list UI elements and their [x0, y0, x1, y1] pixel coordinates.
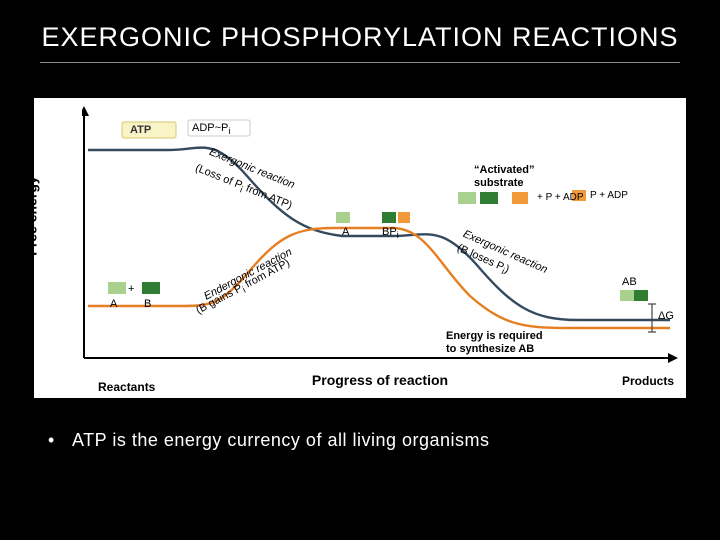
energy-required-label: Energy is required to synthesize AB: [446, 330, 543, 355]
reactants-label: Reactants: [98, 380, 155, 394]
activated-substrate-label: “Activated” substrate: [474, 164, 535, 189]
adp-pi-label: ADP~Pi: [192, 122, 230, 137]
plot-area: ATP ADP~Pi Exergonic reaction (Loss of P…: [82, 106, 678, 366]
slide-title: EXERGONIC PHOSPHORYLATION REACTIONS: [0, 22, 720, 53]
atp-label: ATP: [130, 124, 151, 137]
bp-text: BP: [382, 226, 397, 238]
energy-diagram: Free energy: [34, 98, 686, 398]
bp-sub: i: [397, 230, 399, 240]
upper-curve: [88, 148, 670, 320]
b-left-label: B: [144, 298, 151, 311]
bullet-1: •ATP is the energy currency of all livin…: [48, 430, 672, 451]
curves-svg: [82, 106, 678, 366]
title-underline: [40, 62, 680, 63]
bullet-text: ATP is the energy currency of all living…: [72, 430, 490, 450]
bullet-dot-icon: •: [48, 430, 72, 451]
y-axis-label: Free energy: [24, 176, 40, 255]
plus-left: +: [128, 283, 134, 296]
delta-g-label: ΔG: [658, 310, 674, 323]
pi-adp-right-2: P + ADP: [590, 190, 628, 202]
a-left-label: A: [110, 298, 117, 311]
adp-pi-text: ADP~P: [192, 122, 228, 134]
pi-adp-right-1: + P + ADP: [537, 192, 584, 204]
x-axis-label: Progress of reaction: [82, 372, 678, 388]
a-mid-label: A: [342, 226, 349, 239]
lower-curve: [88, 228, 670, 328]
products-label: Products: [622, 374, 674, 388]
ab-label: AB: [622, 276, 637, 289]
adp-pi-sub: i: [228, 126, 230, 136]
bp-mid-label: BPi: [382, 226, 399, 241]
